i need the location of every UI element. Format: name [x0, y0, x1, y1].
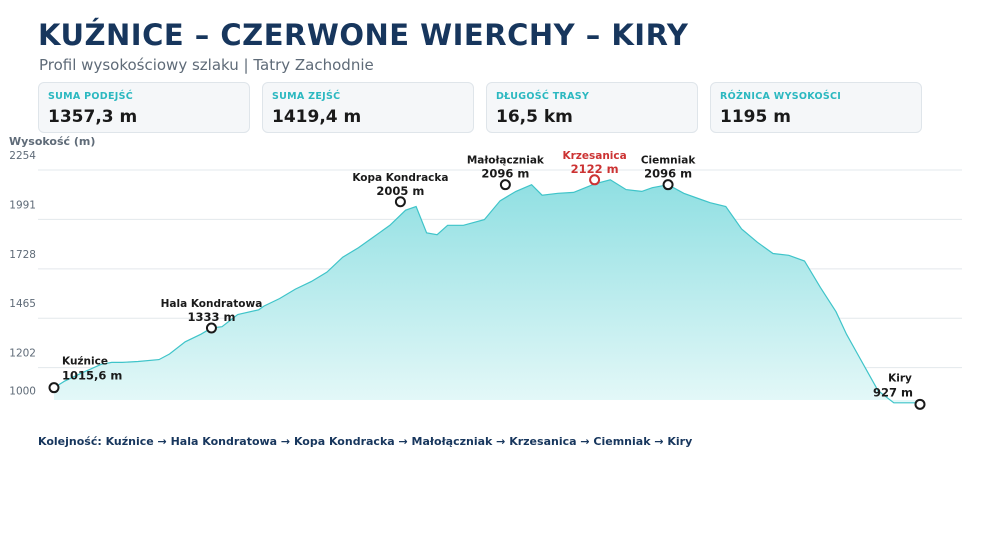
waypoint-elevation-label: 1333 m [187, 310, 235, 324]
waypoint-marker [48, 382, 60, 394]
waypoint-name-label: Kopa Kondracka [352, 172, 448, 184]
page-title: KUŹNICE – CZERWONE WIERCHY – KIRY [38, 18, 689, 52]
waypoint-name-label: Krzesanica [562, 150, 626, 162]
waypoint-elevation-label: 1015,6 m [62, 369, 122, 383]
y-tick-label: 1465 [9, 298, 36, 310]
waypoint-marker [914, 398, 926, 410]
waypoint-marker [662, 179, 674, 191]
stat-value: 16,5 km [496, 107, 573, 127]
waypoint-elevation-label: 2122 m [571, 162, 619, 176]
stat-label: RÓŻNICA WYSOKOŚCI [720, 91, 842, 102]
elevation-area [54, 179, 920, 403]
stat-label: SUMA PODEJŚĆ [48, 91, 134, 102]
y-tick-label: 1728 [9, 249, 36, 261]
stat-card-ascent: SUMA PODEJŚĆ 1357,3 m [38, 82, 250, 133]
waypoint-name-label: Kuźnice [62, 356, 108, 368]
waypoint-elevation-label: 2005 m [376, 184, 424, 198]
stat-label: DŁUGOŚĆ TRASY [496, 91, 590, 102]
waypoint-name-label: Ciemniak [641, 155, 697, 167]
stat-label: SUMA ZEJŚĆ [272, 91, 341, 102]
stat-card-distance: DŁUGOŚĆ TRASY 16,5 km [486, 82, 698, 133]
stat-card-descent: SUMA ZEJŚĆ 1419,4 m [262, 82, 474, 133]
waypoint-elevation-label: 2096 m [481, 167, 529, 181]
y-tick-label: 1202 [9, 348, 36, 360]
y-tick-label: 2254 [9, 150, 36, 162]
stat-card-elevation-diff: RÓŻNICA WYSOKOŚCI 1195 m [710, 82, 922, 133]
y-tick-label: 1000 [9, 386, 36, 398]
waypoint-marker [589, 174, 601, 186]
waypoint-name-label: Kiry [888, 372, 912, 384]
waypoint-name-label: Małołączniak [467, 155, 545, 167]
page-subtitle: Profil wysokościowy szlaku | Tatry Zacho… [39, 56, 374, 74]
waypoint-marker [205, 322, 217, 334]
elevation-line [53, 179, 920, 404]
route-sequence: Kolejność: Kuźnice → Hala Kondratowa → K… [38, 435, 693, 448]
waypoint-name-label: Hala Kondratowa [161, 298, 263, 310]
waypoint-marker [499, 179, 511, 191]
waypoint-elevation-label: 927 m [873, 385, 913, 399]
stat-value: 1357,3 m [48, 107, 138, 127]
y-tick-label: 1991 [9, 199, 36, 211]
y-axis-label: Wysokość (m) [9, 135, 95, 148]
stat-value: 1419,4 m [272, 107, 362, 127]
stat-value: 1195 m [720, 107, 791, 127]
waypoint-marker [394, 196, 406, 208]
waypoint-elevation-label: 2096 m [644, 167, 692, 181]
